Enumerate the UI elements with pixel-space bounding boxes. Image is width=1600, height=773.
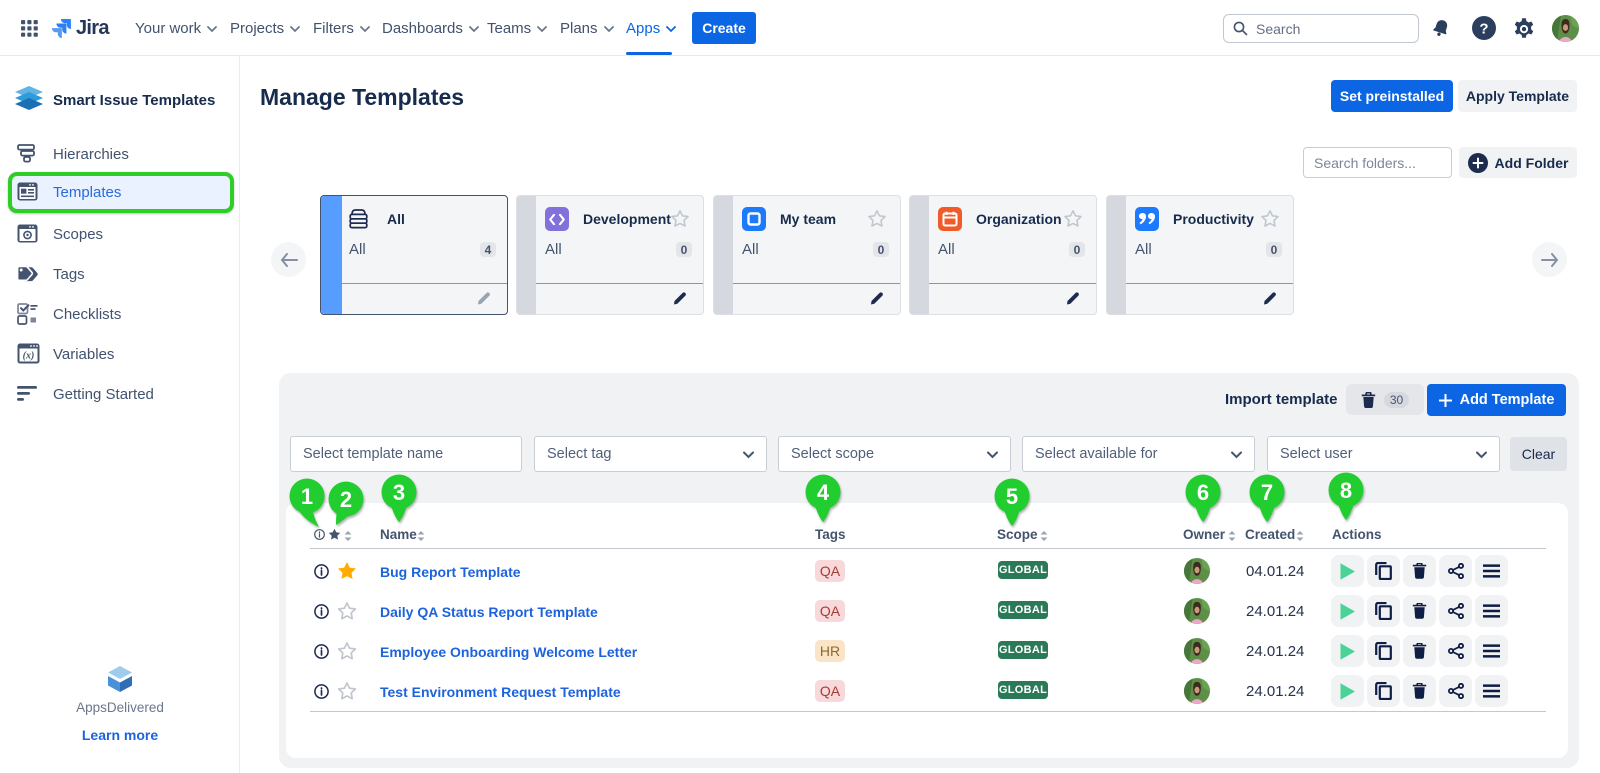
svg-text:4: 4 [817,480,830,505]
svg-text:3: 3 [393,480,405,505]
svg-text:5: 5 [1006,484,1018,509]
svg-text:1: 1 [301,484,313,509]
svg-text:6: 6 [1197,480,1209,505]
svg-text:(x): (x) [23,351,35,362]
svg-text:2: 2 [340,487,352,512]
svg-text:?: ? [1479,21,1488,38]
svg-text:8: 8 [1340,478,1352,503]
svg-text:7: 7 [1261,480,1273,505]
